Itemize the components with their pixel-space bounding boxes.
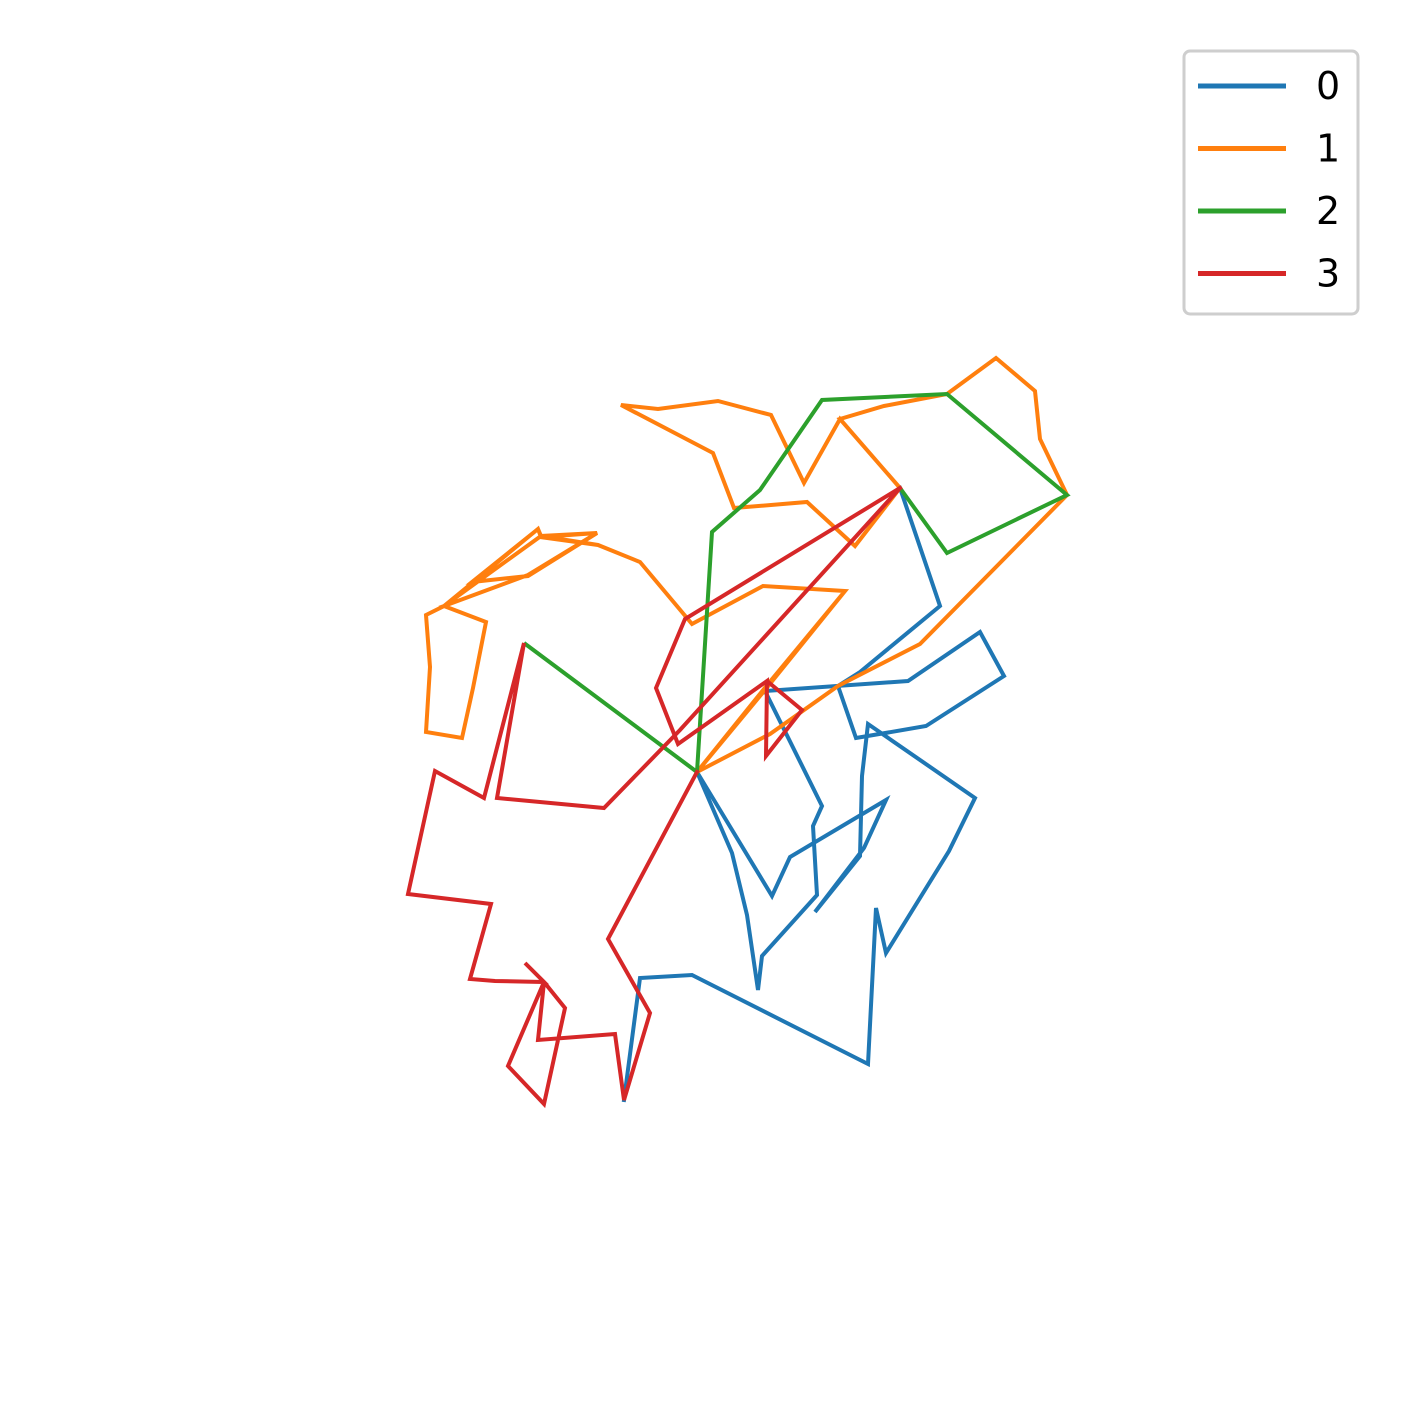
legend-label-3: 3 bbox=[1316, 252, 1340, 296]
plot-area bbox=[405, 355, 1071, 1109]
legend-label-2: 2 bbox=[1316, 189, 1340, 233]
series-line-2 bbox=[522, 391, 1071, 776]
series-line-0 bbox=[621, 485, 1007, 1103]
legend-entries: 0 1 2 3 bbox=[1198, 64, 1340, 296]
legend: 0 1 2 3 bbox=[1182, 49, 1360, 316]
legend-label-0: 0 bbox=[1316, 64, 1340, 108]
legend-label-1: 1 bbox=[1316, 127, 1340, 171]
legend-frame bbox=[1182, 49, 1360, 316]
series-line-3 bbox=[405, 485, 903, 1109]
series-line-1 bbox=[423, 355, 1070, 775]
